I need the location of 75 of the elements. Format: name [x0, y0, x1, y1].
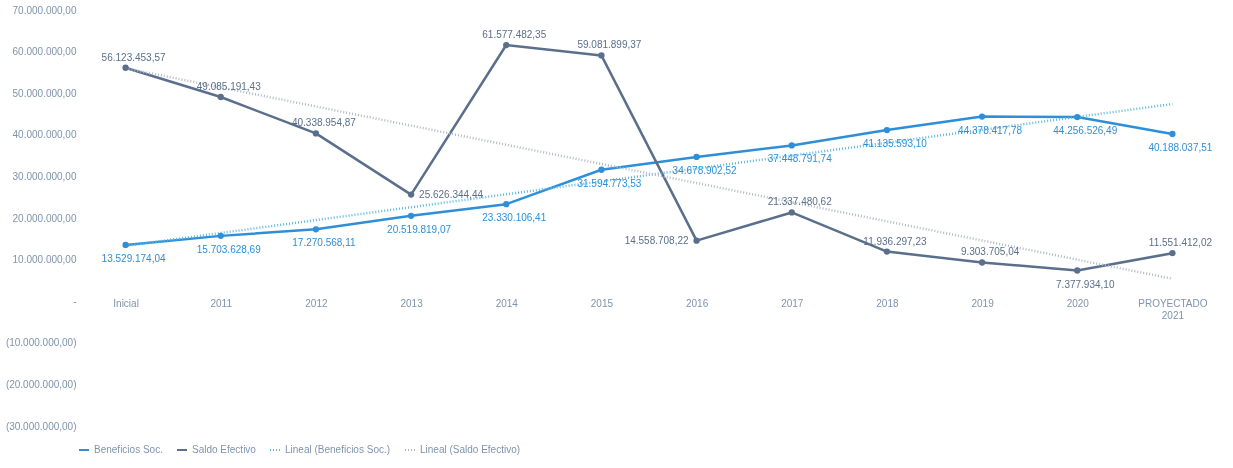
data-label: 37.448.791,74 — [767, 153, 833, 165]
data-label: 14.558.708,22 — [624, 234, 690, 246]
x-tick-label: 2013 — [400, 297, 424, 309]
data-label: 25.626.344,44 — [419, 188, 484, 200]
data-label: 23.330.106,41 — [482, 212, 547, 224]
point — [883, 126, 891, 134]
data-label: 20.519.819,07 — [387, 223, 452, 235]
y-tick-label: 10.000.000,00 — [12, 254, 77, 266]
legend-label: Lineal (Beneficios Soc.) — [285, 444, 391, 455]
data-label: 11.551.412,02 — [1148, 237, 1213, 249]
point — [217, 93, 224, 101]
point — [407, 212, 415, 219]
point — [978, 259, 986, 266]
y-tick-label: (10.000.000,00) — [5, 337, 77, 349]
x-tick-label: 2017 — [781, 297, 804, 309]
point — [883, 248, 891, 255]
y-tick-label: 40.000.000,00 — [12, 129, 77, 141]
y-tick-label: - — [73, 295, 77, 307]
point — [1169, 130, 1176, 138]
x-tick-label: 2012 — [305, 297, 328, 309]
y-tick-label: 30.000.000,00 — [12, 170, 77, 182]
x-tick-label: PROYECTADO 2021 — [1138, 297, 1208, 321]
x-tick-label: 2015 — [590, 297, 614, 309]
point — [598, 52, 605, 59]
point — [407, 191, 415, 198]
data-label: 9.303.705,04 — [960, 246, 1020, 258]
x-tick-label: 2019 — [971, 297, 995, 309]
point — [503, 41, 510, 49]
point — [1074, 113, 1081, 121]
point — [978, 113, 986, 120]
x-tick-label: 2018 — [876, 297, 899, 309]
point — [312, 226, 320, 233]
y-tick-label: (20.000.000,00) — [5, 378, 77, 390]
data-label: 61.577.482,35 — [482, 29, 547, 41]
data-label: 15.703.628,69 — [196, 243, 262, 255]
point — [598, 166, 605, 173]
data-label: 41.135.593,10 — [862, 138, 928, 150]
y-tick-label: 20.000.000,00 — [12, 212, 77, 224]
point — [217, 232, 224, 240]
point — [788, 209, 795, 216]
point — [788, 142, 795, 149]
data-label: 31.594.773,53 — [577, 177, 642, 189]
point — [1074, 267, 1081, 274]
legend-label: Saldo Efectivo — [192, 444, 257, 455]
legend-label: Lineal (Saldo Efectivo) — [420, 444, 521, 455]
x-tick-label: 2011 — [210, 297, 233, 309]
data-label: 44.256.526,49 — [1053, 125, 1118, 137]
point — [693, 237, 700, 244]
data-label: 59.081.899,37 — [577, 39, 642, 51]
data-label: 49.085.191,43 — [196, 81, 262, 93]
y-tick-label: (30.000.000,00) — [5, 420, 77, 432]
data-label: 7.377.934,10 — [1056, 278, 1115, 290]
data-label: 17.270.568,11 — [292, 237, 356, 249]
x-tick-label: Inicial — [113, 297, 139, 309]
point — [122, 241, 129, 249]
data-label: 56.123.453,57 — [101, 51, 166, 63]
y-tick-label: 60.000.000,00 — [12, 46, 77, 58]
point — [312, 130, 320, 137]
data-label: 34.678.902,52 — [672, 164, 737, 176]
point — [1169, 249, 1176, 257]
point — [122, 64, 129, 71]
legend-label: Beneficios Soc. — [94, 444, 163, 455]
y-tick-label: 70.000.000,00 — [12, 4, 77, 16]
y-tick-label: 50.000.000,00 — [12, 87, 77, 99]
point — [503, 200, 510, 208]
data-label: 44.378.417,78 — [958, 124, 1023, 136]
x-tick-label: 2014 — [495, 297, 519, 309]
data-label: 40.188.037,51 — [1148, 142, 1213, 154]
data-label: 13.529.174,04 — [101, 252, 166, 264]
point — [693, 153, 700, 161]
data-label: 11.936.297,23 — [863, 235, 927, 247]
data-label: 40.338.954,87 — [291, 117, 357, 129]
data-label: 21.337.480,62 — [767, 196, 833, 208]
x-tick-label: 2020 — [1066, 297, 1090, 309]
x-tick-label: 2016 — [685, 297, 709, 309]
